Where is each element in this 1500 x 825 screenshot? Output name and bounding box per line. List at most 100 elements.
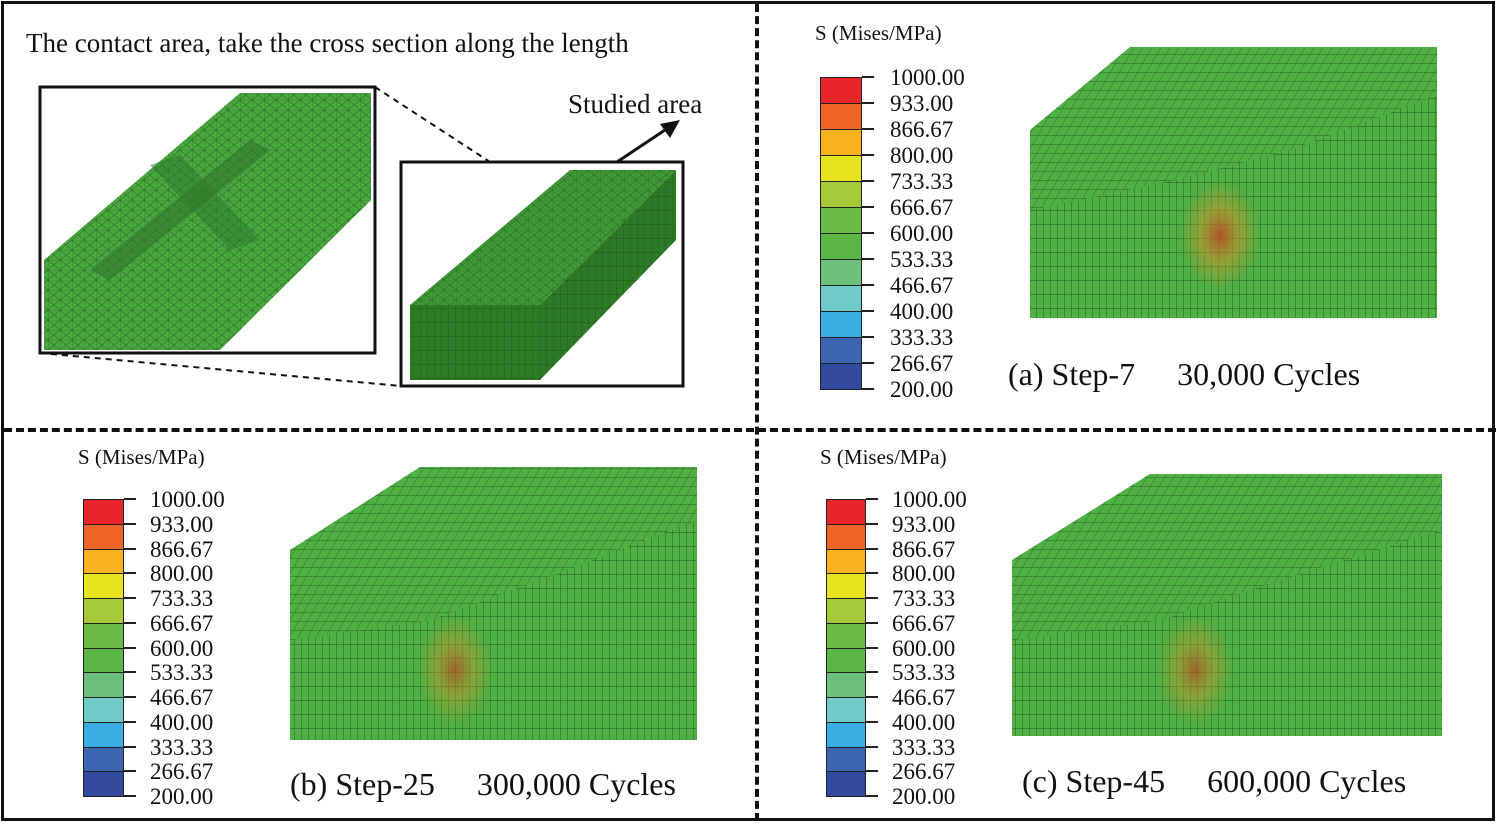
legend-title-a: S (Mises/MPa) [815,21,942,45]
legend-tick [862,180,874,182]
cycles-label: 600,000 Cycles [1207,763,1407,799]
legend-tick-label: 666.67 [892,610,956,636]
legend-tick [862,336,874,338]
legend-tick [124,671,136,674]
legend-band [826,771,866,797]
legend-tick [866,770,878,773]
legend-tick [124,745,136,748]
legend-band [83,672,124,698]
legend-tick [866,547,878,550]
legend-tick-label: 533.33 [890,247,954,272]
legend-tick-label: 600.00 [150,635,214,661]
legend-tick-label: 1000.00 [890,65,965,90]
legend-band [83,622,124,649]
legend-band [826,721,866,748]
legend-tick-label: 266.67 [150,759,214,785]
legend-tick-label: 200.00 [890,377,954,402]
legend-tick-label: 400.00 [892,709,956,735]
legend-band [820,103,862,130]
legend-band [820,285,862,312]
legend-band [83,697,124,723]
legend-tick [124,795,136,797]
legend-band [820,155,862,182]
legend-tick [862,258,874,260]
legend-tick-label: 400.00 [890,299,954,324]
legend-tick [862,232,874,234]
legend-tick-label: 733.33 [892,586,956,611]
legend-tick-label: 333.33 [892,734,956,760]
cycles-label: 30,000 Cycles [1177,356,1361,392]
step-label: (b) Step-25 [290,766,435,802]
legend-tick [862,128,874,130]
legend-tick-label: 800.00 [890,143,954,168]
legend-tick-label: 866.67 [892,536,956,562]
legend-tick [124,770,136,773]
legend-tick [124,621,136,624]
legend-tick-label: 1000.00 [892,487,967,512]
legend-tick [124,720,136,723]
legend-tick [124,696,136,698]
legend-band [83,499,124,525]
caption-b: (b) Step-25 300,000 Cycles [290,766,676,803]
legend-band [826,499,866,525]
legend-tick-label: 533.33 [892,660,956,686]
legend-tick-label: 800.00 [150,561,214,587]
callout-line-bottom [39,352,402,387]
legend-band [820,259,862,286]
legend-tick [862,154,874,156]
legend-tick [124,522,136,525]
legend-band [83,771,124,797]
heading-text: The contact area, take the cross section… [26,28,629,58]
cycles-label: 300,000 Cycles [476,766,676,802]
legend-title-b: S (Mises/MPa) [78,445,205,469]
legend-band [826,548,866,575]
caption-c: (c) Step-45 600,000 Cycles [1022,763,1406,800]
vertical-divider [755,4,759,821]
legend-tick [866,720,878,723]
legend-tick [866,498,878,500]
legend-band [820,337,862,364]
legend-band [820,181,862,208]
legend-tick [124,597,136,599]
legend-band [83,548,124,575]
legend-tick [862,310,874,312]
horizontal-divider [4,428,1496,432]
legend-tick [862,388,874,390]
legend-tick-label: 866.67 [150,536,214,562]
legend-tick-label: 466.67 [890,273,954,298]
legend-band [83,721,124,748]
legend-tick [862,362,874,364]
legend-band [826,672,866,698]
legend-band [83,746,124,773]
legend-tick-label: 800.00 [892,561,956,587]
legend-band [826,647,866,674]
legend-title-c: S (Mises/MPa) [820,445,947,469]
legend-band [820,233,862,260]
legend-band [820,129,862,156]
legend-band [826,622,866,649]
legend-tick [866,597,878,599]
legend-tick [862,206,874,208]
legend-tick [862,76,874,78]
legend-tick [124,572,136,575]
legend-tick-label: 466.67 [150,685,214,710]
legend-tick-label: 333.33 [890,325,954,350]
legend-band [826,598,866,624]
legend-tick-label: 266.67 [890,351,954,376]
mesh-panel-b [290,467,697,740]
legend-tick [866,646,878,649]
legend-tick-label: 1000.00 [150,487,225,512]
legend-tick [866,671,878,674]
legend-tick-label: 733.33 [150,586,214,611]
callout-line-top [374,86,491,163]
mesh-panel-a [1030,47,1437,318]
legend-tick-label: 666.67 [150,610,214,636]
legend-tick-label: 333.33 [150,734,214,760]
studied-area-label: Studied area [568,89,703,119]
legend-tick [124,547,136,550]
legend-tick-label: 933.00 [890,91,954,116]
legend-tick-label: 600.00 [892,635,956,661]
legend-band [820,311,862,338]
legend-tick [124,498,136,500]
